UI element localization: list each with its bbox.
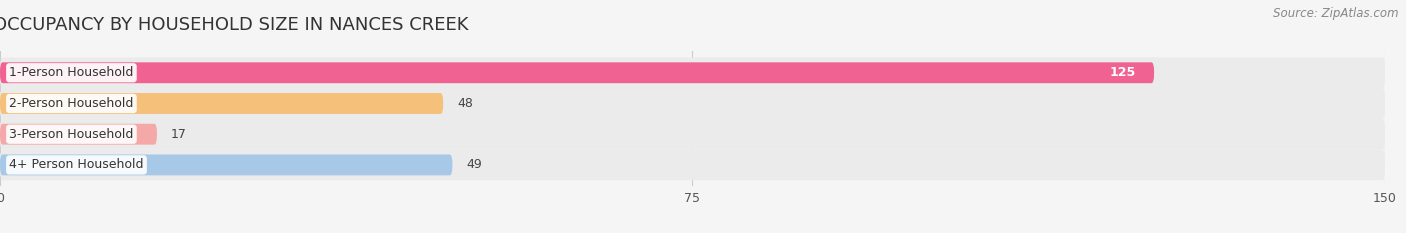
Text: 1-Person Household: 1-Person Household xyxy=(10,66,134,79)
Text: 4+ Person Household: 4+ Person Household xyxy=(10,158,143,171)
Text: 125: 125 xyxy=(1109,66,1136,79)
FancyBboxPatch shape xyxy=(0,88,1385,119)
Text: 48: 48 xyxy=(457,97,472,110)
Text: 49: 49 xyxy=(467,158,482,171)
Text: Source: ZipAtlas.com: Source: ZipAtlas.com xyxy=(1274,7,1399,20)
Text: OCCUPANCY BY HOUSEHOLD SIZE IN NANCES CREEK: OCCUPANCY BY HOUSEHOLD SIZE IN NANCES CR… xyxy=(0,16,468,34)
FancyBboxPatch shape xyxy=(0,62,1154,83)
FancyBboxPatch shape xyxy=(0,154,453,175)
FancyBboxPatch shape xyxy=(0,150,1385,180)
Text: 2-Person Household: 2-Person Household xyxy=(10,97,134,110)
FancyBboxPatch shape xyxy=(0,93,443,114)
FancyBboxPatch shape xyxy=(0,124,157,145)
FancyBboxPatch shape xyxy=(0,119,1385,150)
Text: 17: 17 xyxy=(170,128,187,141)
Text: 3-Person Household: 3-Person Household xyxy=(10,128,134,141)
FancyBboxPatch shape xyxy=(0,57,1385,88)
